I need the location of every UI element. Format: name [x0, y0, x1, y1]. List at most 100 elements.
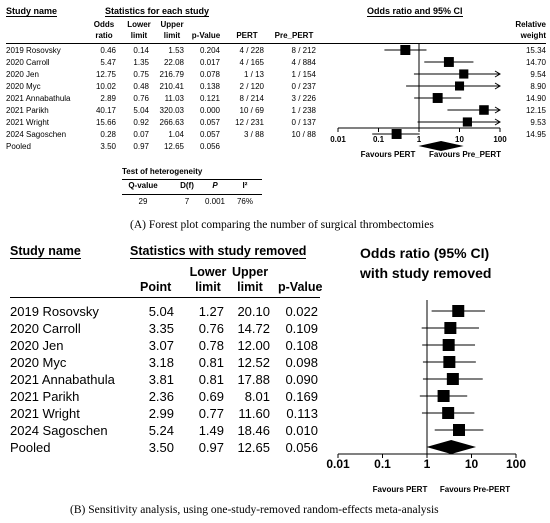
weight-value: 12.15 [525, 106, 546, 115]
lower-limit-header-line2: limit [130, 31, 148, 40]
point-value: 5.04 [148, 304, 174, 319]
weight-value: 9.53 [530, 118, 546, 127]
upper-limit-value: 12.00 [237, 338, 270, 353]
upper-limit-value: 12.65 [163, 142, 184, 151]
pvalue-value: 0.121 [199, 94, 220, 103]
p-value: 0.001 [204, 197, 226, 206]
odds-ratio-value: 10.02 [95, 82, 116, 91]
study-name: 2020 Jen [6, 70, 39, 79]
stats-header: Statistics with study removed [130, 244, 307, 259]
i2-header: I² [242, 181, 248, 190]
ci-arrow [494, 70, 501, 78]
x-tick-label: 0.1 [374, 457, 391, 471]
favours-pert-label: Favours PERT [360, 150, 416, 159]
pert-value: 2 / 120 [239, 82, 264, 91]
weight-value: 14.70 [525, 58, 546, 67]
pert-value: 10 / 69 [239, 106, 264, 115]
weight-value: 14.95 [525, 130, 546, 139]
point-value: 2.36 [148, 389, 174, 404]
point-estimate [459, 69, 469, 79]
odds-ratio-value: 2.89 [100, 94, 116, 103]
point-estimate [391, 129, 402, 139]
point-estimate [443, 57, 454, 67]
i2-value: 76% [236, 197, 253, 206]
pvalue-value: 0.113 [286, 406, 318, 421]
pvalue-value: 0.017 [199, 58, 220, 67]
heterogeneity-title: Test of heterogeneity [122, 167, 203, 176]
point-estimate [462, 117, 472, 127]
study-name: 2021 Wright [10, 406, 80, 421]
upper-limit-value: 8.01 [244, 389, 270, 404]
pvalue-value: 0.078 [199, 70, 220, 79]
pooled-diamond [418, 141, 464, 151]
pvalue-value: 0.000 [199, 106, 220, 115]
odds-ratio-value: 12.75 [95, 70, 116, 79]
point-estimate [442, 339, 455, 351]
pert-header: PERT [236, 31, 258, 40]
odds-ratio-value: 5.47 [100, 58, 116, 67]
point-estimate [432, 93, 443, 103]
p-header: P [212, 181, 218, 190]
odds-ratio-header-line2: ratio [95, 31, 113, 40]
upper-limit-value: 1.04 [168, 130, 184, 139]
q-value-header: Q-value [128, 181, 158, 190]
lower-limit-value: 5.04 [133, 106, 149, 115]
study-name-header: Study name [10, 244, 81, 259]
prepert-value: 4 / 884 [291, 58, 316, 67]
weight-value: 14.90 [525, 94, 546, 103]
point-estimate [446, 373, 459, 385]
ci-arrow [494, 82, 501, 90]
study-name: 2019 Rosovsky [6, 46, 61, 55]
x-tick-label: 1 [424, 457, 431, 471]
point-value: 3.81 [148, 372, 174, 387]
upper-limit-value: 1.53 [168, 46, 184, 55]
pvalue-value: 0.169 [285, 389, 318, 404]
pert-value: 8 / 214 [239, 94, 264, 103]
heterogeneity-divider-top [122, 179, 262, 180]
ci-arrow [494, 118, 501, 126]
point-estimate [453, 424, 466, 436]
upper-limit-value: 17.88 [237, 372, 270, 387]
upper-limit-value: 210.41 [159, 82, 184, 91]
caption-b: (B) Sensitivity analysis, using one-stud… [70, 504, 439, 516]
study-name: 2020 Myc [10, 355, 67, 370]
study-name: 2020 Jen [10, 338, 64, 353]
prepert-value: 1 / 238 [291, 106, 316, 115]
lower-limit-value: 0.78 [198, 338, 224, 353]
prepert-header: Pre_PERT [274, 31, 314, 40]
point-estimate [455, 81, 465, 91]
study-name: 2021 Annabathula [6, 94, 71, 103]
lower-limit-value: 0.75 [133, 70, 149, 79]
lower-limit-header: Lower limit [119, 19, 159, 41]
prepert-value: 0 / 237 [291, 82, 316, 91]
study-name: 2020 Carroll [10, 321, 81, 336]
pvalue-value: 0.022 [285, 304, 318, 319]
favours-prepert-label: Favours Pre-PERT [439, 485, 511, 494]
pvalue-header: p-Value [191, 31, 221, 40]
lower-limit-value: 1.49 [198, 423, 224, 438]
point-header: Point [140, 280, 172, 294]
lower-limit-value: 0.14 [133, 46, 149, 55]
prepert-value: 3 / 226 [291, 94, 316, 103]
odds-ratio-value: 15.66 [95, 118, 116, 127]
heterogeneity-divider-mid [122, 194, 262, 195]
upper-limit-value: 11.60 [238, 406, 270, 421]
study-name: 2020 Myc [6, 82, 41, 91]
pvalue-value: 0.109 [285, 321, 318, 336]
lower-limit-header: Lower limit [184, 265, 232, 295]
upper-limit-value: 11.03 [164, 94, 184, 103]
upper-limit-value: 266.63 [159, 118, 184, 127]
lower-limit-header-line1: Lower [189, 265, 227, 279]
lower-limit-value: 0.81 [198, 355, 224, 370]
favours-pert-label: Favours PERT [372, 485, 428, 494]
x-tick-label: 1 [417, 135, 422, 144]
upper-limit-value: 18.46 [237, 423, 270, 438]
study-name: 2020 Carroll [6, 58, 50, 67]
plot-header: Odds ratio and 95% CI [367, 6, 463, 17]
prepert-value: 1 / 154 [291, 70, 316, 79]
pvalue-value: 0.056 [199, 142, 220, 151]
prepert-value: 8 / 212 [291, 46, 316, 55]
df-header: D(f) [180, 181, 194, 190]
lower-limit-value: 0.07 [133, 130, 149, 139]
